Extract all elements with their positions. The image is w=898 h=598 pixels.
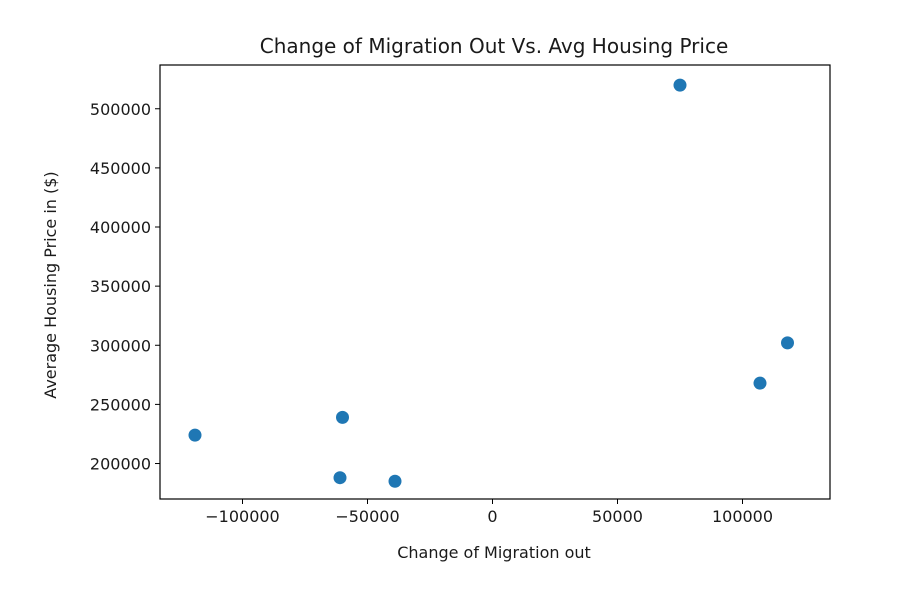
y-tick-label: 300000 xyxy=(90,336,151,355)
x-axis-label: Change of Migration out xyxy=(397,543,591,562)
y-tick-label: 350000 xyxy=(90,277,151,296)
y-axis-label: Average Housing Price in ($) xyxy=(41,171,60,398)
y-axis-ticks: 200000 250000 300000 350000 400000 450000 5000… xyxy=(90,100,160,474)
scatter-point xyxy=(673,78,687,92)
x-tick-label: 0 xyxy=(487,507,497,526)
scatter-point xyxy=(388,474,402,488)
x-tick-label: −100000 xyxy=(205,507,279,526)
scatter-point xyxy=(188,428,202,442)
axes-frame xyxy=(159,64,831,500)
y-tick-label: 200000 xyxy=(90,455,151,474)
y-tick-label: 250000 xyxy=(90,395,151,414)
x-tick-label: 50000 xyxy=(592,507,643,526)
y-tick-label: 450000 xyxy=(90,159,151,178)
plot-area: −100000 −50000 0 50000 100000 200000 250000 30… xyxy=(90,64,831,526)
x-axis-ticks: −100000 −50000 0 50000 100000 xyxy=(205,499,773,526)
scatter-point xyxy=(333,471,347,485)
scatter-point xyxy=(336,410,349,424)
y-tick-label: 400000 xyxy=(90,218,151,237)
scatter-point xyxy=(753,376,767,390)
y-tick-label: 500000 xyxy=(90,100,151,119)
scatter-point xyxy=(781,336,794,350)
data-points xyxy=(188,78,794,488)
chart-title: Change of Migration Out Vs. Avg Housing … xyxy=(260,34,729,58)
x-tick-label: 100000 xyxy=(712,507,773,526)
x-tick-label: −50000 xyxy=(335,507,399,526)
